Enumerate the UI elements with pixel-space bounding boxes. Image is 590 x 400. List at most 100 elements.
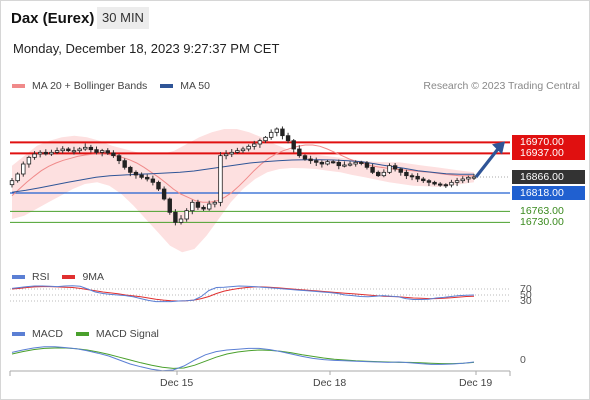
candle-body	[381, 171, 387, 177]
candle-body	[246, 145, 251, 150]
candle-body	[99, 150, 105, 153]
candle-body	[71, 150, 77, 153]
legend-label-ma20: MA 20 + Bollinger Bands	[32, 80, 148, 92]
candle-body	[460, 178, 465, 182]
candle-body	[15, 173, 20, 182]
candle-body	[195, 201, 201, 208]
x-tick-label-1: Dec 15	[160, 377, 194, 389]
candle-body	[285, 135, 291, 142]
current-price-label: 16866.00	[512, 170, 585, 184]
candle-body	[54, 150, 60, 153]
legend-label-rsi: RSI	[32, 271, 50, 283]
timeframe-button[interactable]: 30 MIN	[97, 7, 149, 29]
rsi-tick-50: 50	[520, 289, 532, 301]
candle-body	[60, 148, 65, 152]
x-tick-label-3: Dec 19	[459, 377, 493, 389]
target-label-1: 16763.00	[520, 205, 564, 218]
candle-body	[156, 181, 161, 190]
candle-body	[443, 184, 449, 187]
candle-body	[37, 151, 43, 155]
candle-body	[404, 171, 409, 177]
legend-swatch-ma20	[12, 84, 25, 89]
candle-body	[342, 164, 347, 167]
macd-line	[11, 346, 475, 372]
candle-body	[139, 174, 144, 178]
candle-body	[376, 171, 381, 177]
candle-body	[370, 166, 375, 173]
legend-item-ma50: MA 50	[160, 80, 210, 92]
candle-body	[94, 149, 99, 153]
candle-body	[263, 136, 268, 142]
rsi-line	[11, 285, 475, 303]
legend-label-macd: MACD	[32, 328, 63, 340]
candle-body	[466, 176, 471, 180]
candle-body	[308, 158, 313, 162]
candle-body	[229, 151, 234, 155]
legend-swatch-macd	[12, 332, 25, 337]
candle-body	[190, 201, 195, 212]
candle-body	[421, 178, 426, 182]
candle-body	[116, 155, 122, 162]
candle-body	[201, 206, 206, 210]
candle-body	[280, 128, 285, 137]
candle-body	[26, 156, 32, 165]
candle-body	[325, 161, 330, 165]
rsi-legend: RSI 9MA	[12, 271, 104, 283]
candle-body	[133, 171, 139, 176]
rsi-tick-70: 70	[520, 283, 532, 295]
legend-label-9ma: 9MA	[82, 271, 105, 283]
candle-body	[291, 140, 296, 150]
legend-swatch-macd-signal	[75, 332, 89, 337]
candle-body	[314, 160, 319, 163]
candle-body	[268, 131, 274, 138]
candle-body	[212, 201, 218, 205]
candle-body	[161, 188, 167, 200]
candle-body	[145, 176, 150, 180]
candle-body	[336, 161, 341, 167]
candle-body	[426, 180, 432, 183]
main-legend: MA 20 + Bollinger Bands MA 50	[12, 80, 220, 92]
candle-body	[302, 155, 308, 160]
candle-body	[347, 163, 353, 166]
legend-swatch-ma50	[160, 84, 174, 89]
candle-body	[235, 150, 240, 153]
candle-body	[454, 180, 460, 183]
candle-body	[387, 165, 392, 173]
candle-body	[150, 178, 156, 183]
candle-body	[449, 181, 454, 186]
candle-body	[49, 151, 54, 155]
candle-body	[274, 128, 280, 133]
candle-body	[330, 161, 336, 164]
candle-body	[415, 175, 420, 180]
candle-body	[218, 155, 223, 203]
candle-body	[66, 148, 71, 152]
candle-body	[77, 148, 82, 152]
candle-body	[257, 140, 263, 145]
candle-body	[364, 162, 370, 168]
resistance-label-1: 16970.00	[512, 135, 585, 150]
candle-body	[173, 211, 178, 223]
candle-body	[128, 166, 133, 173]
candle-body	[319, 161, 325, 165]
resistance-label-2: 16937.00	[512, 146, 585, 161]
candle-body	[240, 148, 246, 152]
candle-body	[392, 165, 398, 170]
x-tick-label-2: Dec 18	[313, 377, 347, 389]
macd-signal-line	[11, 347, 475, 369]
candle-body	[297, 148, 302, 157]
legend-swatch-9ma	[62, 275, 76, 280]
target-label-2: 16730.00	[520, 216, 564, 229]
candle-body	[223, 153, 229, 157]
projection-arrow-head	[492, 141, 505, 155]
macd-legend: MACD MACD Signal	[12, 328, 159, 340]
candle-body	[432, 181, 437, 185]
candle-body	[398, 168, 403, 173]
candle-body	[437, 183, 443, 186]
candle-body	[353, 161, 358, 165]
macd-tick-0: 0	[520, 354, 526, 366]
timestamp: Monday, December 18, 2023 9:27:37 PM CET	[13, 41, 280, 56]
instrument-title: Dax (Eurex)	[11, 10, 95, 27]
projection-arrow-shaft	[474, 145, 502, 178]
candle-body	[9, 180, 15, 186]
candle-body	[43, 151, 49, 155]
